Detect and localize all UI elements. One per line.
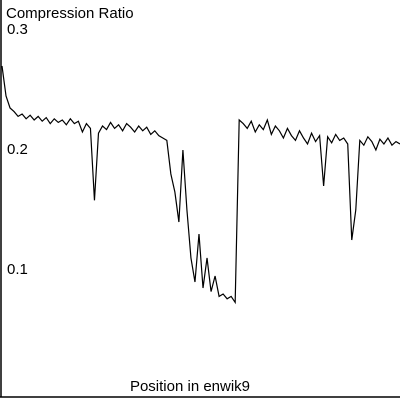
y-tick-label: 0.2	[7, 141, 28, 158]
data-line	[1, 65, 400, 305]
x-axis-label: Position in enwik9	[130, 378, 250, 395]
y-tick-label: 0.3	[7, 21, 28, 38]
y-tick-label: 0.1	[7, 261, 28, 278]
chart-title: Compression Ratio	[6, 5, 134, 22]
